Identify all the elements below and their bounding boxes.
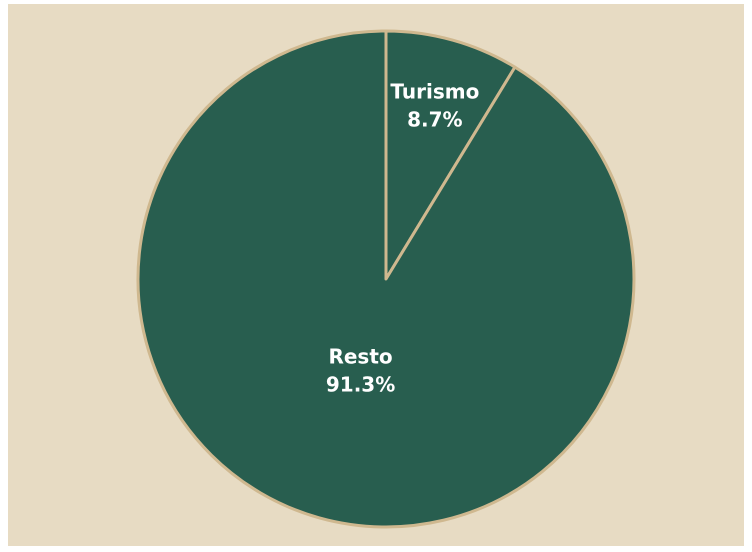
slice-label-resto: Resto — [328, 345, 392, 369]
slice-value-resto: 91.3% — [326, 373, 395, 397]
pie-slice-resto — [136, 29, 636, 529]
pie-labels: Turismo 8.7% Resto 91.3% — [326, 80, 479, 397]
pie-slices — [136, 29, 636, 529]
slice-value-turismo: 8.7% — [407, 108, 462, 132]
slice-label-turismo: Turismo — [390, 80, 479, 104]
pie-slice-turismo — [384, 29, 517, 281]
